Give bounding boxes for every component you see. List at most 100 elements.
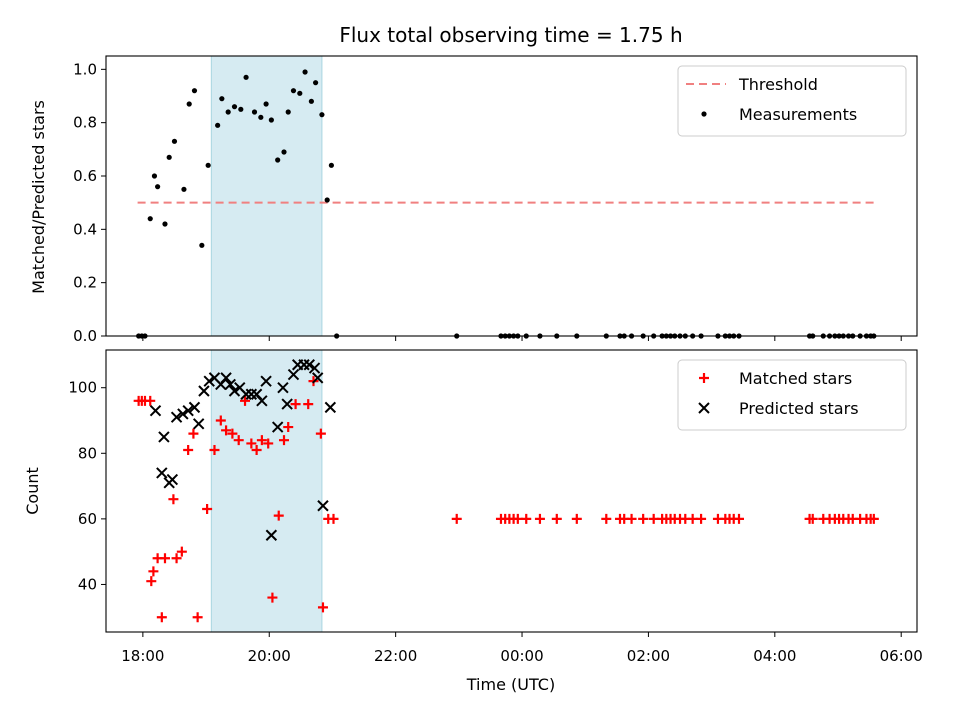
matched-star-point [551,513,562,524]
matched-star-point [734,513,745,524]
matched-star-point [451,513,462,524]
y-tick-label: 0.4 [73,220,97,238]
matched-star-point [246,438,257,449]
predicted-star-point [149,404,162,417]
y-tick-label: 1.0 [73,60,97,78]
matched-star-point [278,435,289,446]
matched-star-point [807,513,818,524]
matched-star-point [521,513,532,524]
y-tick-label: 40 [78,575,97,593]
predicted-star-point [192,418,205,430]
matched-star-point [534,513,545,524]
predicted-star-point [311,372,324,384]
bottom-xticks: 18:00 20:00 22:00 00:00 02:00 04:00 06:00 [121,632,923,665]
measurement-point [258,114,264,120]
y-tick-label: 0.2 [73,274,97,292]
measurement-point [199,242,205,248]
matched-star-point [176,546,187,557]
matched-star-point [233,435,244,446]
measurement-point [308,98,314,104]
predicted-star-point [303,359,315,371]
measurement-point [166,154,172,160]
x-tick-label: 00:00 [500,647,543,665]
predicted-star-point [182,404,194,417]
measurement-point [290,88,297,94]
matched-star-point [290,399,301,410]
bottom-ylabel: Count [23,467,42,515]
top-axes-frame [105,55,918,337]
predicted-star-point [166,473,179,486]
x-tick-label: 04:00 [753,647,796,665]
predicted-star-point [324,401,337,414]
matched-star-point [648,513,659,524]
legend-label: Threshold [738,75,818,94]
measurement-point [162,221,168,227]
matched-star-point [687,513,698,524]
measurement-point [302,69,308,75]
measurement-point [181,186,187,192]
legend-measurement-swatch [701,111,707,117]
y-tick-label: 80 [78,444,97,462]
matched-star-point [145,395,156,406]
measurement-point [285,109,291,115]
matched-star-point [263,438,274,449]
predicted-star-point [260,375,272,387]
measurement-point [263,101,269,107]
matched-star-point [192,612,203,623]
matched-star-point [215,415,226,426]
legend-predicted-swatch [698,402,710,414]
measurement-point [238,106,244,112]
matched-star-point [256,435,267,446]
matched-star-point [317,602,328,613]
predicted-star-point [287,368,300,381]
matched-star-point [251,445,262,456]
top-yticks: 0.0 0.2 0.4 0.6 0.8 1.0 [73,60,106,345]
predicted-star-point [198,385,210,397]
matched-star-point [240,395,251,406]
top-series-0 [136,69,877,339]
measurement-point [275,157,281,163]
chart-title: Flux total observing time = 1.75 h [339,23,682,47]
predicted-star-point [308,362,321,374]
measurement-point [324,197,330,203]
matched-star-point [159,553,170,564]
predicted-star-point [158,431,170,443]
predicted-star-point [271,421,284,433]
legend-label: Predicted stars [739,399,859,418]
y-tick-label: 0.8 [73,114,97,132]
measurement-point [231,104,238,110]
legend-matched-swatch [699,373,709,383]
matched-star-point [267,592,278,603]
matched-star-point [328,513,339,524]
predicted-star-point [203,375,215,387]
matched-star-point [273,510,284,521]
matched-star-point [171,553,182,564]
measurement-point [171,138,178,144]
matched-star-point [156,612,167,623]
measurement-point [205,162,211,168]
bottom-legend: Matched stars Predicted stars [677,359,907,431]
y-tick-label: 100 [68,379,97,397]
measurement-point [243,74,249,80]
measurement-point [155,184,161,190]
top-xticks [142,336,902,341]
matched-star-point [626,513,637,524]
bottom-yticks: 40 60 80 100 [68,379,106,593]
measurement-point [319,112,325,118]
y-tick-label: 60 [78,510,97,528]
y-tick-label: 0.6 [73,167,97,185]
matched-star-point [303,399,314,410]
matched-star-point [512,513,523,524]
x-tick-label: 22:00 [374,647,417,665]
measurement-point [215,122,221,128]
predicted-star-point [281,398,293,410]
bottom-series-0 [133,376,879,623]
measurement-point [312,80,319,86]
predicted-star-point [177,408,189,420]
legend-box [677,65,907,137]
measurement-point [191,88,198,94]
y-tick-label: 0.0 [73,327,97,345]
measurement-point [147,216,153,222]
matched-star-point [283,422,294,433]
predicted-star-point [256,395,268,407]
